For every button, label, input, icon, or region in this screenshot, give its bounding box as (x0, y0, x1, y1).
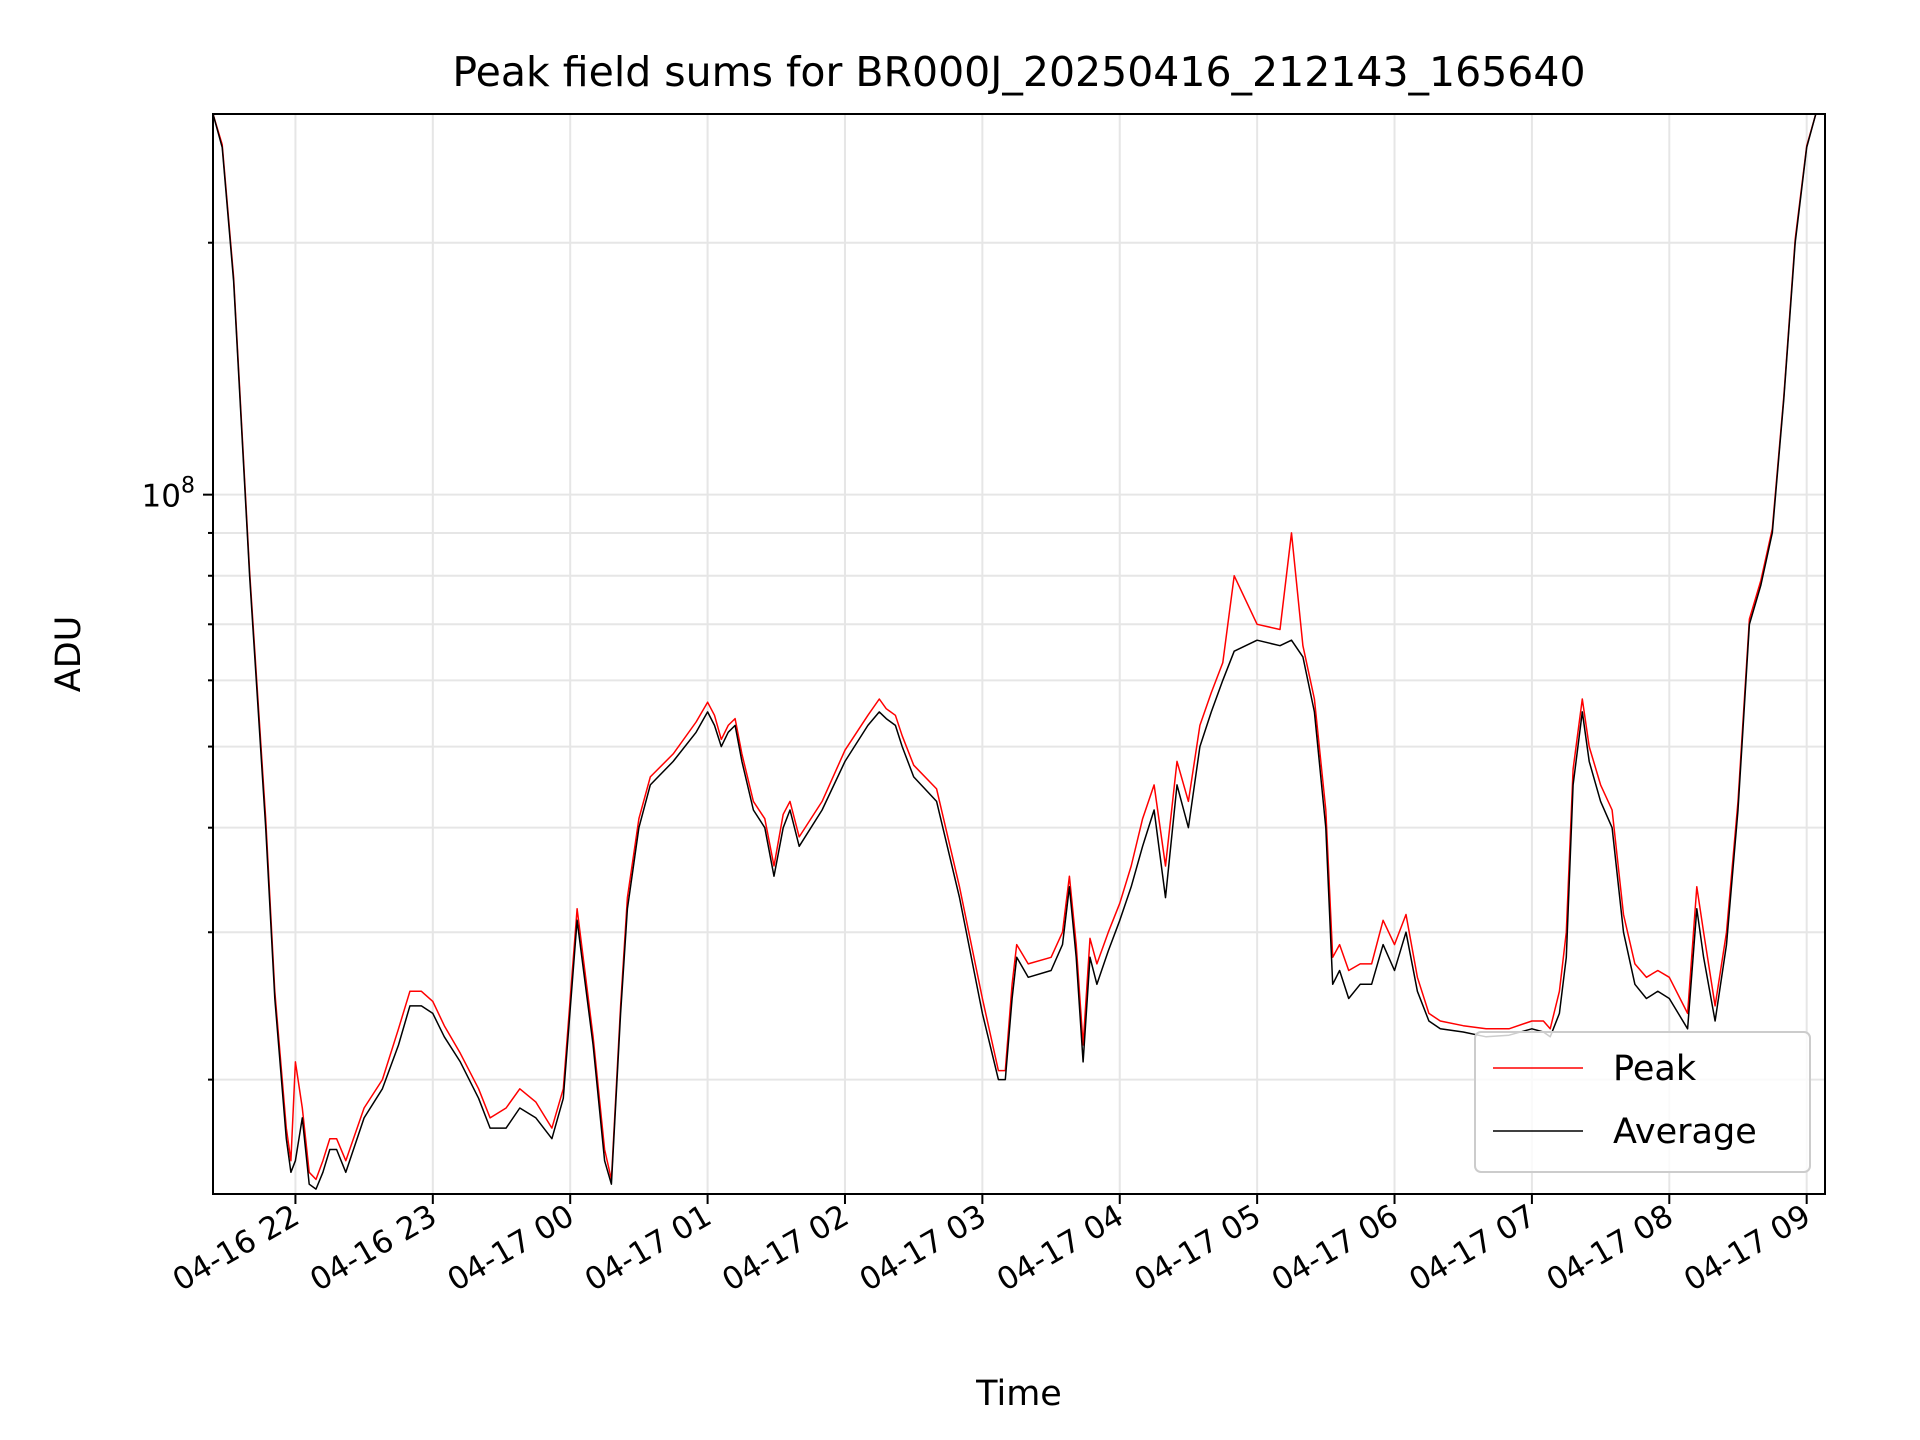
plot-frame (212, 113, 1826, 1195)
grid (213, 114, 1825, 1194)
y-axis-label: ADU (49, 616, 89, 693)
legend-label-average: Average (1613, 1112, 1757, 1152)
series-line-peak (212, 113, 1817, 1181)
series-line-average (212, 113, 1817, 1190)
x-axis-label: Time (975, 1374, 1062, 1414)
series-layer (212, 113, 1817, 1190)
legend-label-peak: Peak (1613, 1049, 1697, 1089)
legend: Peak Average (1474, 1031, 1811, 1173)
y-axis: 108 (142, 241, 213, 1081)
y-tick-label: 108 (142, 474, 195, 515)
chart-title: Peak field sums for BR000J_20250416_2121… (452, 48, 1585, 96)
legend-box (1474, 1031, 1811, 1173)
